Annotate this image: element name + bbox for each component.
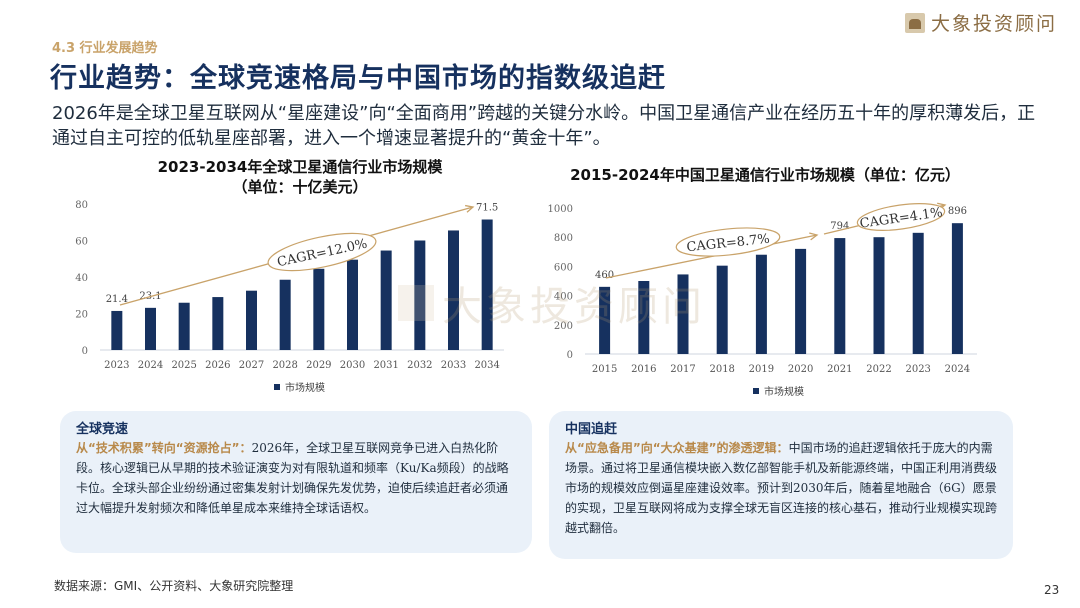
global-market-chart: 020406080202321.4202423.1202520262027202…	[75, 200, 504, 394]
section-label: 4.3 行业发展趋势	[52, 41, 158, 56]
card-heading: 全球竞速	[76, 422, 129, 437]
bar	[347, 259, 358, 350]
y-tick-label: 1000	[548, 204, 573, 215]
legend-label: 市场规模	[764, 385, 804, 398]
legend-swatch	[274, 384, 280, 390]
card-heading: 中国追赶	[565, 422, 618, 437]
brand-logo: 大象投资顾问	[905, 9, 1057, 36]
bar	[414, 240, 426, 350]
y-tick-label: 40	[75, 273, 88, 284]
x-tick-label: 2025	[171, 360, 196, 371]
intro-text: 2026年是全球卫星互联网从“星座建设”向“全面商用”跨越的关键分水岭。中国卫星…	[52, 103, 1036, 149]
bar	[873, 237, 885, 354]
y-tick-label: 80	[75, 200, 88, 211]
x-tick-label: 2027	[239, 360, 264, 371]
bar	[912, 232, 924, 354]
x-tick-label: 2034	[474, 360, 499, 371]
cagr-bubble-ellipse	[267, 232, 377, 272]
bar	[795, 248, 807, 354]
bar	[212, 297, 224, 350]
x-tick-label: 2023	[905, 364, 930, 375]
y-tick-label: 800	[554, 233, 573, 244]
bar	[481, 219, 493, 350]
bar	[380, 250, 392, 350]
bar	[951, 223, 963, 354]
brand-name: 大象投资顾问	[931, 13, 1058, 35]
data-label: 794	[830, 221, 849, 232]
bar	[448, 230, 459, 350]
bar	[599, 286, 611, 354]
bar	[834, 238, 846, 354]
china-chart-title: 2015-2024年中国卫星通信行业市场规模（单位：亿元）	[570, 166, 960, 184]
x-tick-label: 2017	[670, 364, 695, 375]
card-text: 从“应急备用”向“大众基建”的渗透逻辑：中国市场的追赶逻辑依托于庞大的内需场景。…	[565, 438, 999, 538]
x-tick-label: 2021	[827, 364, 852, 375]
bar	[313, 268, 325, 350]
x-tick-label: 2024	[138, 360, 163, 371]
data-source: 数据来源：GMI、公开资料、大象研究院整理	[54, 579, 294, 593]
x-tick-label: 2033	[441, 360, 466, 371]
card-lead: 从“技术积累”转向“资源抢占”：	[76, 441, 252, 455]
data-label: 21.4	[106, 294, 128, 305]
card-lead: 从“应急备用”向“大众基建”的渗透逻辑：	[565, 441, 789, 455]
cagr-bubble-2: CAGR=4.1%	[856, 203, 946, 232]
y-tick-label: 200	[554, 321, 573, 332]
cagr-arrow-1-head	[809, 232, 819, 241]
y-tick-label: 600	[554, 262, 573, 273]
page-number: 23	[1044, 583, 1060, 597]
card-text: 从“技术积累”转向“资源抢占”：2026年，全球卫星互联网竞争已进入白热化阶段。…	[76, 438, 518, 518]
card-body: 2026年，全球卫星互联网竞争已进入白热化阶段。核心逻辑已从早期的技术验证演变为…	[76, 441, 509, 515]
cagr-bubble-2-ellipse	[856, 203, 946, 231]
x-tick-label: 2018	[709, 364, 734, 375]
cagr-arrow-head	[465, 204, 475, 213]
cagr-bubble-1: CAGR=8.7%	[675, 227, 781, 257]
y-tick-label: 20	[75, 310, 88, 321]
y-tick-label: 0	[567, 350, 573, 361]
cagr-bubble-1-ellipse	[675, 227, 781, 257]
bar	[677, 274, 689, 354]
y-tick-label: 400	[554, 292, 573, 303]
x-tick-label: 2020	[788, 364, 813, 375]
bar	[111, 310, 123, 350]
bar	[178, 302, 190, 350]
bar	[755, 254, 767, 354]
bar	[279, 279, 291, 350]
data-label: 71.5	[476, 203, 498, 214]
data-label: 460	[595, 270, 614, 281]
legend-swatch	[753, 388, 759, 394]
china-market-chart: 0 200 400 600 800 1000 2015 460 2016 2017 2018 2019…	[548, 202, 977, 398]
x-tick-label: 2019	[749, 364, 774, 375]
x-tick-label: 2028	[272, 360, 297, 371]
x-tick-label: 2032	[407, 360, 432, 371]
global-chart-title: 2023-2034年全球卫星通信行业市场规模 （单位：十亿美元）	[157, 158, 443, 196]
x-tick-label: 2023	[104, 360, 129, 371]
bar	[246, 290, 257, 350]
x-tick-label: 2030	[340, 360, 365, 371]
x-tick-label: 2016	[631, 364, 656, 375]
card-body: 中国市场的追赶逻辑依托于庞大的内需场景。通过将卫星通信模块嵌入数亿部智能手机及新…	[565, 441, 998, 535]
page-title: 行业趋势：全球竞速格局与中国市场的指数级追赶	[50, 63, 666, 94]
x-tick-label: 2015	[592, 364, 617, 375]
bar	[716, 265, 728, 354]
elephant-icon	[905, 12, 925, 33]
x-tick-label: 2022	[866, 364, 891, 375]
global-race-card: 全球竞速 从“技术积累”转向“资源抢占”：2026年，全球卫星互联网竞争已进入白…	[60, 411, 532, 553]
x-tick-label: 2031	[373, 360, 398, 371]
y-tick-label: 0	[82, 346, 88, 357]
y-tick-label: 60	[75, 237, 88, 248]
legend-label: 市场规模	[285, 381, 325, 394]
data-label: 896	[948, 206, 967, 217]
china-catchup-card: 中国追赶 从“应急备用”向“大众基建”的渗透逻辑：中国市场的追赶逻辑依托于庞大的…	[549, 411, 1013, 559]
bar	[638, 281, 650, 354]
bar	[145, 307, 156, 350]
x-tick-label: 2029	[306, 360, 331, 371]
x-tick-label: 2026	[205, 360, 230, 371]
x-tick-label: 2024	[945, 364, 970, 375]
